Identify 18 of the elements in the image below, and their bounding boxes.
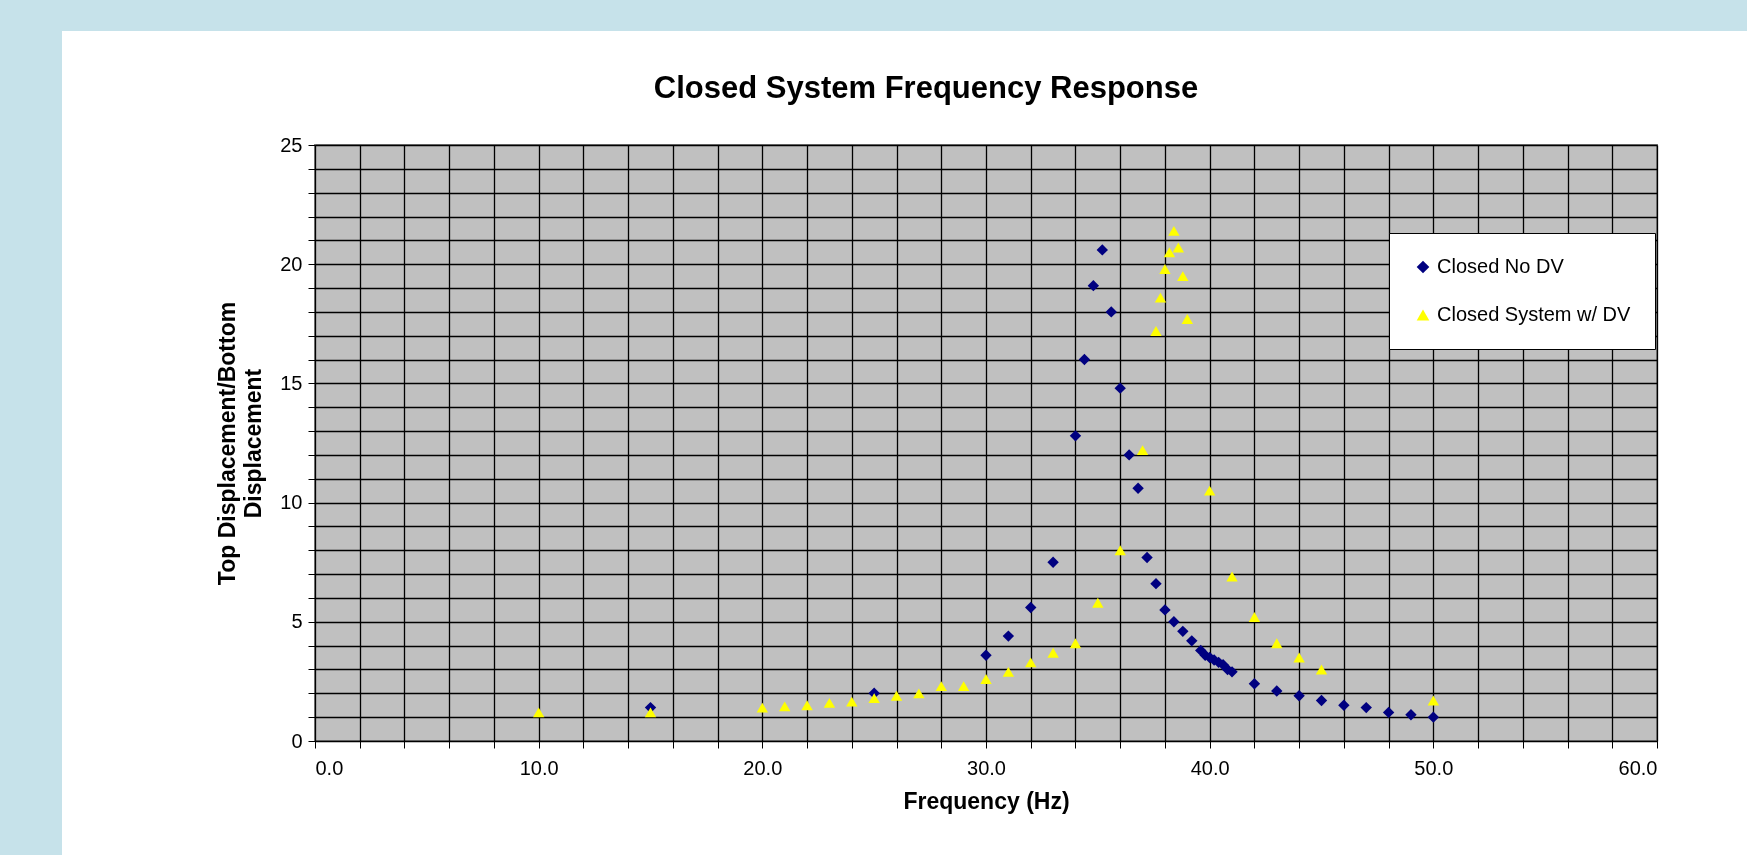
x-tick-label: 40.0 — [1190, 756, 1230, 779]
legend-label: Closed No DV — [1437, 255, 1565, 277]
x-tick-label: 50.0 — [1414, 756, 1454, 779]
y-tick-label: 15 — [280, 371, 303, 394]
y-tick-label: 25 — [280, 133, 303, 156]
x-tick-label: 0.0 — [315, 756, 344, 779]
y-axis-title: Top Displacement/Bottom Displacement — [214, 301, 267, 586]
y-tick-label: 10 — [280, 491, 303, 514]
y-tick-label: 0 — [291, 729, 303, 752]
x-tick-label: 10.0 — [519, 756, 559, 779]
y-tick-label: 20 — [280, 252, 303, 275]
chart-title: Closed System Frequency Response — [653, 70, 1199, 105]
y-tick-label: 5 — [291, 610, 303, 633]
x-tick-label: 60.0 — [1618, 756, 1658, 779]
legend-label: Closed System w/ DV — [1437, 303, 1632, 325]
x-axis-title: Frequency (Hz) — [903, 787, 1070, 814]
x-tick-label: 30.0 — [967, 756, 1006, 779]
x-tick-label: 20.0 — [743, 756, 783, 779]
